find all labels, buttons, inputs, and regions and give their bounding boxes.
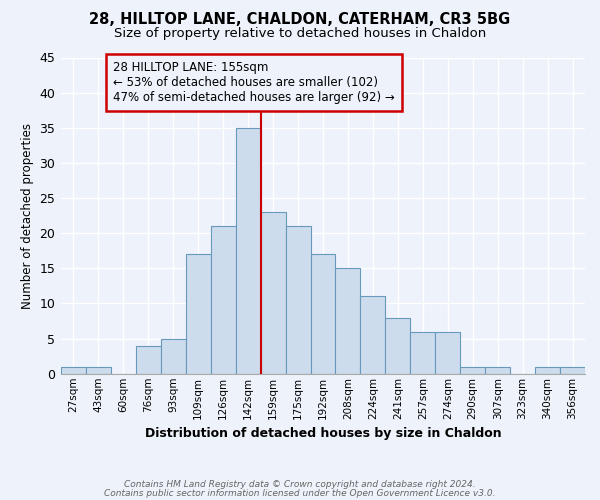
Bar — [61, 366, 86, 374]
Bar — [286, 226, 311, 374]
Bar — [211, 226, 236, 374]
X-axis label: Distribution of detached houses by size in Chaldon: Distribution of detached houses by size … — [145, 427, 502, 440]
Bar — [361, 296, 385, 374]
Bar — [485, 366, 510, 374]
Bar — [136, 346, 161, 374]
Bar — [335, 268, 361, 374]
Bar — [410, 332, 435, 374]
Bar — [560, 366, 585, 374]
Bar — [86, 366, 111, 374]
Bar — [535, 366, 560, 374]
Text: Contains HM Land Registry data © Crown copyright and database right 2024.: Contains HM Land Registry data © Crown c… — [124, 480, 476, 489]
Text: Contains public sector information licensed under the Open Government Licence v3: Contains public sector information licen… — [104, 488, 496, 498]
Text: 28 HILLTOP LANE: 155sqm
← 53% of detached houses are smaller (102)
47% of semi-d: 28 HILLTOP LANE: 155sqm ← 53% of detache… — [113, 61, 395, 104]
Bar — [161, 338, 186, 374]
Y-axis label: Number of detached properties: Number of detached properties — [21, 122, 34, 308]
Bar — [435, 332, 460, 374]
Bar — [260, 212, 286, 374]
Text: 28, HILLTOP LANE, CHALDON, CATERHAM, CR3 5BG: 28, HILLTOP LANE, CHALDON, CATERHAM, CR3… — [89, 12, 511, 28]
Bar — [460, 366, 485, 374]
Bar — [311, 254, 335, 374]
Bar — [385, 318, 410, 374]
Bar — [236, 128, 260, 374]
Bar — [186, 254, 211, 374]
Text: Size of property relative to detached houses in Chaldon: Size of property relative to detached ho… — [114, 28, 486, 40]
